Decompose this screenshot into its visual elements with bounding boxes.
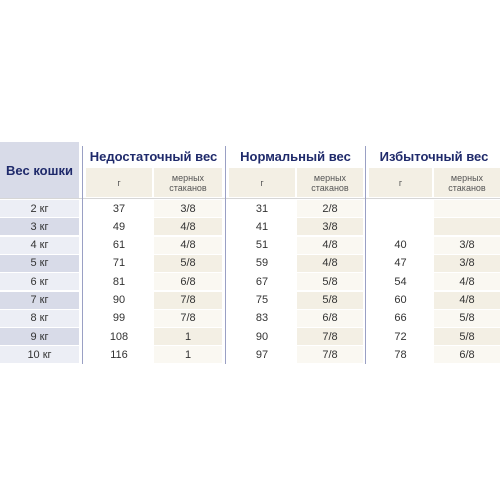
column-divider — [225, 146, 226, 364]
normal-grams-cell: 83 — [229, 309, 295, 327]
overweight-grams-cell — [369, 200, 432, 217]
overweight-cups-cell — [434, 200, 500, 217]
underweight-grams-cell: 116 — [86, 346, 152, 364]
cat-weight-cell: 2 кг — [0, 200, 79, 217]
cat-weight-cell: 4 кг — [0, 236, 79, 254]
cat-weight-cell: 7 кг — [0, 291, 79, 309]
cat-weight-cell: 9 кг — [0, 328, 79, 346]
table-row: 3 кг 49 4/8 41 3/8 — [0, 218, 500, 236]
overweight-group-title: Избыточный вес — [379, 149, 489, 164]
table-row: 7 кг 90 7/8 75 5/8 60 4/8 — [0, 291, 500, 310]
underweight-cups-cell: 4/8 — [154, 236, 222, 254]
overweight-grams-header: г — [369, 168, 432, 197]
normal-cups-cell: 4/8 — [297, 236, 363, 254]
normal-cups-cell: 5/8 — [297, 273, 363, 291]
underweight-cups-cell: 3/8 — [154, 200, 222, 217]
underweight-grams-cell: 71 — [86, 254, 152, 272]
table-row: 8 кг 99 7/8 83 6/8 66 5/8 — [0, 309, 500, 328]
normal-grams-cell: 31 — [229, 200, 295, 217]
underweight-cups-cell: 1 — [154, 346, 222, 364]
normal-grams-cell: 67 — [229, 273, 295, 291]
weight-column-header: Вес кошки — [0, 142, 79, 198]
normal-cups-cell: 3/8 — [297, 218, 363, 236]
normal-grams-cell: 41 — [229, 218, 295, 236]
underweight-grams-cell: 90 — [86, 291, 152, 309]
underweight-cups-header: мерных стаканов — [154, 168, 222, 197]
normal-grams-cell: 97 — [229, 346, 295, 364]
overweight-cups-cell: 6/8 — [434, 346, 500, 364]
overweight-grams-cell: 72 — [369, 328, 432, 346]
cat-weight-cell: 5 кг — [0, 254, 79, 272]
table-row: 6 кг 81 6/8 67 5/8 54 4/8 — [0, 273, 500, 291]
overweight-cups-cell: 4/8 — [434, 291, 500, 309]
cat-weight-cell: 6 кг — [0, 273, 79, 291]
underweight-grams-cell: 49 — [86, 218, 152, 236]
normal-cups-cell: 6/8 — [297, 309, 363, 327]
underweight-grams-cell: 37 — [86, 200, 152, 217]
underweight-cups-cell: 5/8 — [154, 254, 222, 272]
normal-cups-cell: 7/8 — [297, 328, 363, 346]
normal-grams-cell: 90 — [229, 328, 295, 346]
overweight-grams-cell: 60 — [369, 291, 432, 309]
normal-cups-cell: 2/8 — [297, 200, 363, 217]
cat-weight-cell: 8 кг — [0, 309, 79, 327]
overweight-cups-cell: 3/8 — [434, 236, 500, 254]
underweight-cups-cell: 6/8 — [154, 273, 222, 291]
table-row: 2 кг 37 3/8 31 2/8 — [0, 200, 500, 218]
table-row: 5 кг 71 5/8 59 4/8 47 3/8 — [0, 254, 500, 273]
underweight-grams-cell: 81 — [86, 273, 152, 291]
cat-weight-cell: 3 кг — [0, 218, 79, 236]
overweight-grams-cell: 40 — [369, 236, 432, 254]
column-divider — [82, 146, 83, 364]
underweight-cups-cell: 7/8 — [154, 309, 222, 327]
normal-grams-cell: 75 — [229, 291, 295, 309]
overweight-cups-cell: 4/8 — [434, 273, 500, 291]
feeding-table: Вес кошки Недостаточный вес Нормальный в… — [0, 140, 500, 364]
cat-weight-cell: 10 кг — [0, 346, 79, 364]
column-divider — [365, 146, 366, 364]
normal-weight-group-title: Нормальный вес — [240, 149, 351, 164]
overweight-cups-cell: 3/8 — [434, 254, 500, 272]
underweight-grams-cell: 99 — [86, 309, 152, 327]
underweight-grams-cell: 61 — [86, 236, 152, 254]
overweight-grams-cell: 78 — [369, 346, 432, 364]
overweight-grams-cell: 54 — [369, 273, 432, 291]
table-row: 9 кг 108 1 90 7/8 72 5/8 — [0, 328, 500, 346]
underweight-grams-header: г — [86, 168, 152, 197]
header-rule — [0, 198, 500, 199]
normal-cups-header: мерных стаканов — [297, 168, 363, 197]
normal-grams-cell: 51 — [229, 236, 295, 254]
underweight-group-title: Недостаточный вес — [89, 149, 218, 164]
overweight-cups-header: мерных стаканов — [434, 168, 500, 197]
underweight-cups-cell: 4/8 — [154, 218, 222, 236]
overweight-grams-cell — [369, 218, 432, 236]
overweight-cups-cell — [434, 218, 500, 236]
normal-cups-cell: 4/8 — [297, 254, 363, 272]
overweight-grams-cell: 66 — [369, 309, 432, 327]
overweight-grams-cell: 47 — [369, 254, 432, 272]
normal-grams-header: г — [229, 168, 295, 197]
normal-cups-cell: 7/8 — [297, 346, 363, 364]
table-row: 10 кг 116 1 97 7/8 78 6/8 — [0, 346, 500, 364]
table-row: 4 кг 61 4/8 51 4/8 40 3/8 — [0, 236, 500, 255]
underweight-grams-cell: 108 — [86, 328, 152, 346]
overweight-cups-cell: 5/8 — [434, 309, 500, 327]
underweight-cups-cell: 7/8 — [154, 291, 222, 309]
overweight-cups-cell: 5/8 — [434, 328, 500, 346]
normal-grams-cell: 59 — [229, 254, 295, 272]
underweight-cups-cell: 1 — [154, 328, 222, 346]
normal-cups-cell: 5/8 — [297, 291, 363, 309]
